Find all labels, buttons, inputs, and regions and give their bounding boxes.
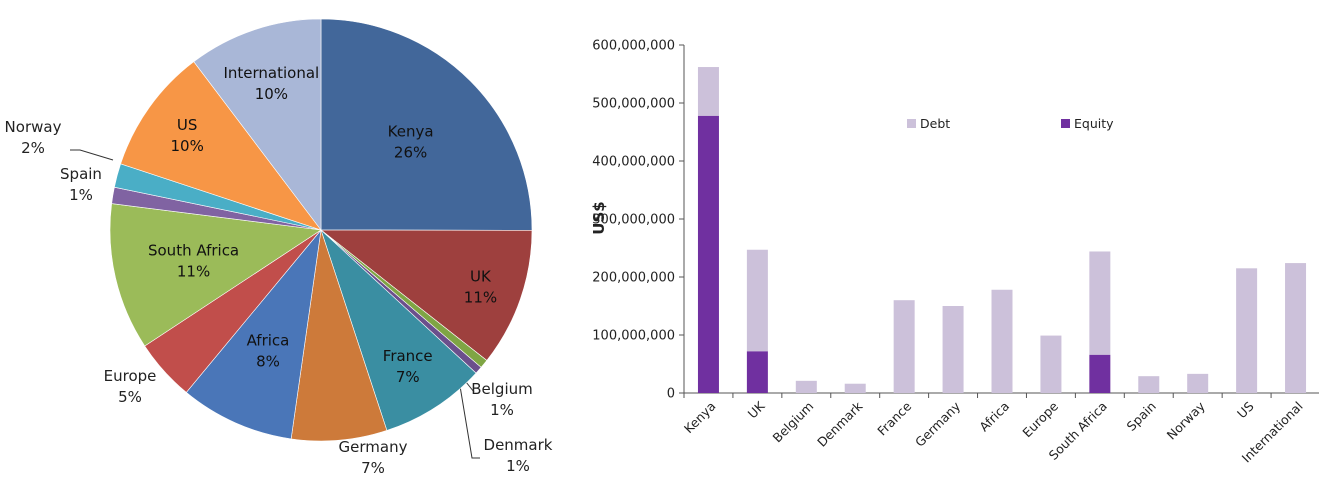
bar-debt-africa — [991, 289, 1013, 393]
y-tick-label: 600,000,000 — [592, 39, 675, 54]
y-tick-label: 0 — [667, 387, 675, 402]
pie-slice-international — [193, 18, 322, 231]
stacked-bar-chart: US$ 0 100,000,000 200,000,000 300,000,000 40… — [590, 39, 1319, 466]
y-tick-label: 100,000,000 — [592, 329, 675, 344]
pie-percent-belgium: 1% — [490, 401, 514, 419]
pie-label-kenya: Kenya — [388, 123, 434, 141]
x-tick-label-norway: Norway — [1164, 398, 1209, 443]
x-tick-label-europe: Europe — [1019, 398, 1061, 440]
pie-label-europe: Europe — [104, 367, 157, 385]
x-tick-label-us: US — [1234, 398, 1257, 421]
bar-debt-spain — [1138, 376, 1160, 393]
pie-label-south-africa: South Africa — [148, 242, 239, 260]
pie-label-france: France — [383, 347, 433, 365]
y-tick-label: 200,000,000 — [592, 271, 675, 286]
x-tick-label-kenya: Kenya — [681, 399, 719, 437]
x-tick-label-denmark: Denmark — [814, 398, 866, 450]
bar-equity-south-africa — [1089, 354, 1111, 393]
pie-percent-us: 10% — [171, 137, 204, 155]
pie-percent-international: 10% — [255, 85, 288, 103]
pie-percent-south-africa: 11% — [177, 263, 210, 281]
pie-label-denmark: Denmark — [484, 436, 553, 454]
bar-equity-kenya — [697, 115, 719, 393]
pie-label-international: International — [223, 64, 319, 82]
y-tick-label: 500,000,000 — [592, 97, 675, 112]
pie-label-us: US — [177, 116, 198, 134]
pie-label-norway: Norway — [5, 118, 62, 136]
bar-debt-uk — [746, 249, 768, 352]
bar-debt-norway — [1187, 373, 1209, 393]
bar-debt-germany — [942, 306, 964, 393]
pie-slice-africa — [185, 228, 322, 440]
bar-debt-france — [893, 300, 915, 393]
y-tick-label: 400,000,000 — [592, 155, 675, 170]
pie-percent-spain: 1% — [69, 186, 93, 204]
pie-percent-africa: 8% — [256, 353, 280, 371]
legend-label-debt: Debt — [920, 116, 950, 131]
legend-swatch-debt — [907, 119, 916, 128]
bar-debt-belgium — [795, 380, 817, 393]
legend-label-equity: Equity — [1074, 116, 1114, 131]
bar-debt-europe — [1040, 335, 1062, 393]
x-tick-label-france: France — [874, 398, 914, 438]
pie-percent-norway: 2% — [21, 139, 45, 157]
pie-slice-south-africa — [109, 203, 322, 347]
leader-line-norway — [70, 149, 114, 161]
pie-percent-germany: 7% — [361, 459, 385, 477]
bar-debt-international — [1285, 263, 1307, 393]
x-tick-label-spain: Spain — [1124, 399, 1159, 434]
bar-debt-kenya — [697, 67, 719, 116]
pie-label-africa: Africa — [247, 332, 290, 350]
x-tick-label-belgium: Belgium — [770, 399, 817, 446]
leader-line-denmark — [459, 385, 480, 459]
leader-line-belgium — [465, 381, 475, 393]
pie-percent-kenya: 26% — [394, 144, 427, 162]
pie-label-germany: Germany — [339, 438, 408, 456]
pie-label-uk: UK — [470, 267, 492, 285]
pie-label-belgium: Belgium — [471, 380, 533, 398]
x-tick-label-germany: Germany — [912, 398, 964, 450]
legend-swatch-equity — [1061, 119, 1070, 128]
pie-percent-denmark: 1% — [506, 457, 530, 475]
bar-debt-south-africa — [1089, 251, 1111, 355]
pie-slice-kenya — [320, 18, 533, 231]
pie-percent-france: 7% — [396, 368, 420, 386]
pie-percent-europe: 5% — [118, 388, 142, 406]
pie-slice-germany — [290, 229, 388, 442]
x-tick-label-africa: Africa — [976, 399, 1012, 435]
x-tick-label-uk: UK — [745, 398, 768, 421]
bar-equity-uk — [746, 351, 768, 393]
y-axis-title: US$ — [590, 201, 608, 234]
bar-debt-us — [1236, 268, 1258, 393]
pie-chart: Kenya 26% UK 11% Belgium 1% Denmark 1% France 7% G… — [5, 18, 553, 477]
pie-slice-us — [120, 61, 322, 231]
pie-label-spain: Spain — [60, 165, 102, 183]
y-tick-label: 300,000,000 — [592, 213, 675, 228]
pie-percent-uk: 11% — [464, 288, 497, 306]
pie-slice-france — [320, 228, 477, 431]
bar-debt-denmark — [844, 383, 866, 393]
pie-slice-uk — [320, 229, 533, 361]
